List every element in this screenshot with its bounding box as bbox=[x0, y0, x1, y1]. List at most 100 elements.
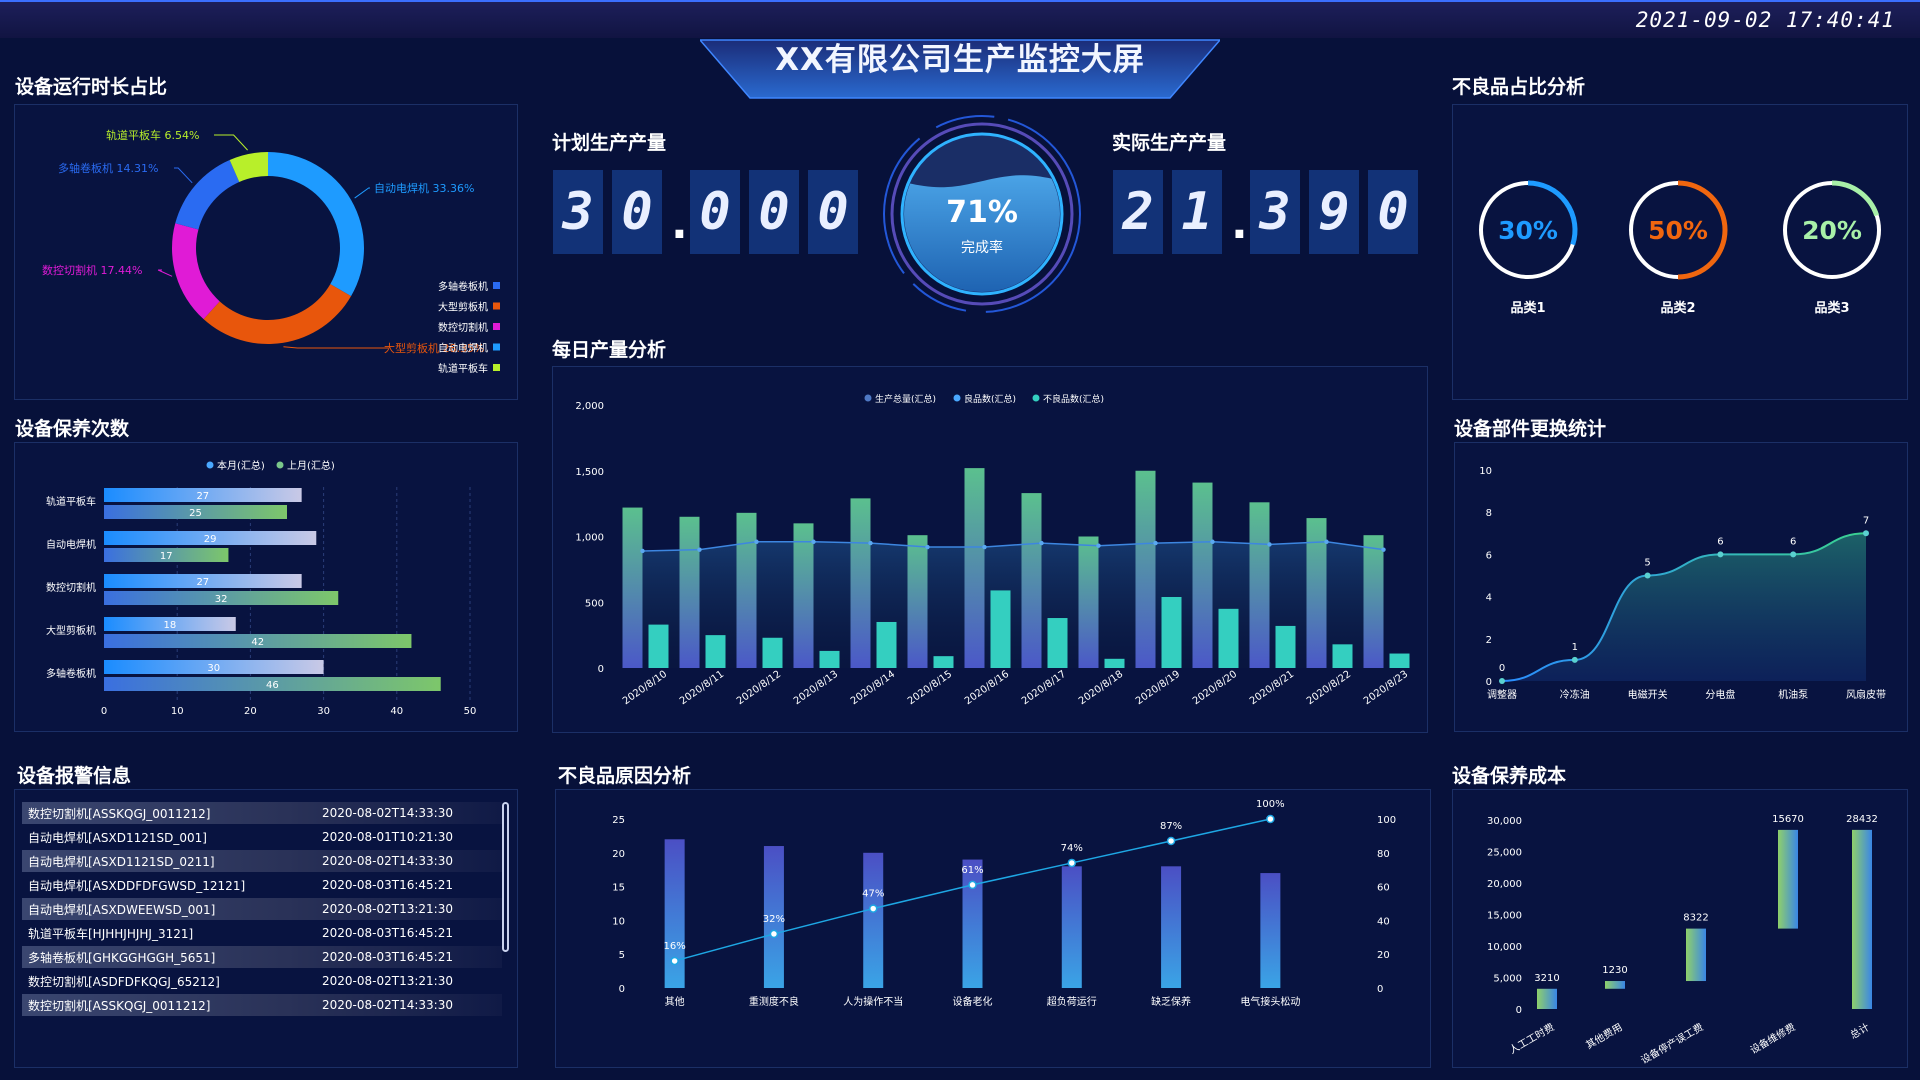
bar-defect-count bbox=[1332, 644, 1353, 668]
bar-last-month bbox=[104, 677, 441, 691]
x-tick-label: 电气接头松动 bbox=[1240, 995, 1300, 1008]
digit-cell: 2 bbox=[1113, 170, 1163, 254]
legend-marker bbox=[864, 394, 872, 402]
gauge-wave bbox=[904, 175, 1060, 292]
parts-point bbox=[1790, 551, 1797, 558]
x-tick-label: 总计 bbox=[1848, 1020, 1872, 1041]
x-tick-label: 调整器 bbox=[1487, 688, 1517, 701]
x-tick-label: 2020/8/19 bbox=[1134, 669, 1182, 707]
good-count-point bbox=[811, 539, 816, 544]
good-count-point bbox=[1153, 540, 1158, 546]
bar-total-output bbox=[1021, 493, 1042, 668]
bar-value-label: 29 bbox=[204, 534, 217, 545]
bar-this-month bbox=[104, 617, 236, 631]
x-tick-label: 人为操作不当 bbox=[843, 995, 903, 1008]
bar-this-month bbox=[104, 488, 302, 502]
cumulative-point bbox=[868, 904, 878, 913]
x-tick-label: 2020/8/23 bbox=[1362, 669, 1410, 707]
section-title-maint-count: 设备保养次数 bbox=[15, 418, 130, 440]
y-tick-label: 30,000 bbox=[1487, 816, 1522, 827]
y-right-tick-label: 40 bbox=[1377, 916, 1390, 927]
label-leader-line bbox=[283, 346, 388, 349]
donut-slice bbox=[268, 152, 364, 297]
y-left-tick-label: 15 bbox=[612, 883, 625, 894]
completion-value: 71% bbox=[946, 195, 1018, 230]
y-category-label: 数控切割机 bbox=[46, 581, 96, 594]
legend-label: 轨道平板车 bbox=[438, 362, 488, 375]
bar-total-output bbox=[850, 498, 871, 668]
gauge-middle-ring bbox=[890, 122, 1074, 306]
bar-total-output bbox=[1363, 535, 1384, 668]
y-right-tick-label: 20 bbox=[1377, 950, 1390, 961]
bar-last-month bbox=[104, 634, 412, 648]
y-tick-label: 2,000 bbox=[575, 401, 604, 412]
y-tick-label: 10 bbox=[1479, 466, 1492, 477]
alarm-row[interactable]: 数控切割机[ASSKQGJ_0011212] 2020-08-02T14:33:3… bbox=[22, 994, 502, 1016]
alarm-row[interactable]: 自动电焊机[ASXDWEEWSD_001] 2020-08-02T13:21:30 bbox=[22, 898, 502, 920]
parts-point bbox=[1499, 678, 1505, 684]
label-leader-line bbox=[174, 167, 193, 184]
y-tick-label: 0 bbox=[1516, 1005, 1522, 1016]
legend-swatch bbox=[493, 343, 500, 351]
y-tick-label: 2 bbox=[1486, 635, 1492, 646]
alarm-list-scrollbar[interactable] bbox=[502, 802, 509, 952]
bar-total-output bbox=[1306, 518, 1327, 668]
label-leader-line bbox=[354, 187, 370, 199]
digit-cell: 3 bbox=[553, 170, 603, 254]
cumulative-point bbox=[769, 929, 779, 939]
alarm-row[interactable]: 多轴卷板机[GHKGGHGGH_5651] 2020-08-03T16:45:21 bbox=[22, 946, 502, 968]
section-title-defect-ratio: 不良品占比分析 bbox=[1452, 76, 1586, 98]
parts-point bbox=[1571, 656, 1578, 663]
y-tick-label: 15,000 bbox=[1487, 911, 1522, 922]
cumulative-label: 61% bbox=[961, 865, 983, 876]
bar-value-label: 25 bbox=[189, 508, 202, 519]
legend-label: 多轴卷板机 bbox=[438, 280, 488, 293]
donut-slice bbox=[229, 152, 268, 182]
alarm-row[interactable]: 自动电焊机[ASXDDFDFGWSD_12121] 2020-08-03T16:4… bbox=[22, 874, 502, 896]
alarm-row[interactable]: 自动电焊机[ASXD1121SD_0211] 2020-08-02T14:33:3… bbox=[22, 850, 502, 872]
x-tick-label: 2020/8/16 bbox=[963, 669, 1011, 707]
gauge-progress-arc bbox=[1527, 180, 1578, 246]
bar-last-month bbox=[104, 505, 287, 519]
legend-label: 良品数(汇总) bbox=[964, 393, 1016, 405]
good-count-point bbox=[925, 544, 930, 550]
cumulative-point bbox=[670, 956, 679, 966]
alarm-row[interactable]: 数控切割机[ASSKQGJ_0011212] 2020-08-02T14:33:3… bbox=[22, 802, 502, 824]
x-tick-label: 2020/8/11 bbox=[678, 669, 726, 707]
legend-marker bbox=[276, 461, 284, 469]
gauge-progress-arc bbox=[1677, 180, 1728, 280]
x-tick-label: 重测度不良 bbox=[749, 995, 799, 1008]
alarm-time: 2020-08-02T14:33:30 bbox=[322, 854, 453, 868]
cumulative-label: 100% bbox=[1256, 799, 1285, 810]
y-left-tick-label: 0 bbox=[619, 984, 625, 995]
alarm-row[interactable]: 数控切割机[ASDFDFKQGJ_65212] 2020-08-02T13:21:… bbox=[22, 970, 502, 992]
y-left-tick-label: 20 bbox=[612, 849, 625, 860]
x-tick-label: 2020/8/18 bbox=[1077, 669, 1125, 707]
section-title-actual: 实际生产产量 bbox=[1112, 132, 1227, 154]
alarm-row[interactable]: 轨道平板车[HJHHJHJHJ_3121] 2020-08-03T16:45:21 bbox=[22, 922, 502, 944]
parts-line bbox=[1501, 532, 1867, 682]
alarm-device-name: 数控切割机[ASSKQGJ_0011212] bbox=[28, 806, 211, 821]
x-tick-label: 2020/8/17 bbox=[1020, 669, 1068, 707]
x-tick-label: 机油泵 bbox=[1778, 688, 1808, 701]
alarm-list[interactable]: 数控切割机[ASSKQGJ_0011212] 2020-08-02T14:33:3… bbox=[14, 798, 514, 1026]
cost-value-label: 15670 bbox=[1772, 814, 1804, 825]
datetime-display: 2021-09-02 17:40:41 bbox=[1635, 8, 1895, 32]
y-right-tick-label: 80 bbox=[1377, 849, 1390, 860]
digit-cell: 0 bbox=[690, 170, 740, 254]
cost-bar bbox=[1852, 829, 1872, 1009]
cumulative-label: 47% bbox=[862, 889, 884, 900]
y-tick-label: 1,000 bbox=[575, 533, 604, 544]
x-tick-label: 2020/8/21 bbox=[1248, 669, 1296, 707]
alarm-row[interactable]: 自动电焊机[ASXD1121SD_001] 2020-08-01T10:21:30 bbox=[22, 826, 502, 848]
x-tick-label: 2020/8/15 bbox=[906, 669, 954, 707]
y-category-label: 自动电焊机 bbox=[46, 538, 96, 551]
donut-slice-label: 多轴卷板机 14.31% bbox=[58, 161, 158, 175]
x-tick-label: 2020/8/20 bbox=[1191, 669, 1239, 707]
section-title-runtime: 设备运行时长占比 bbox=[15, 76, 168, 98]
x-tick-label: 50 bbox=[464, 706, 477, 717]
x-tick-label: 设备维修费 bbox=[1748, 1020, 1798, 1056]
label-leader-line bbox=[157, 269, 173, 277]
gauge-progress-arc bbox=[1831, 180, 1880, 217]
digit-cell: 1 bbox=[1172, 170, 1222, 254]
